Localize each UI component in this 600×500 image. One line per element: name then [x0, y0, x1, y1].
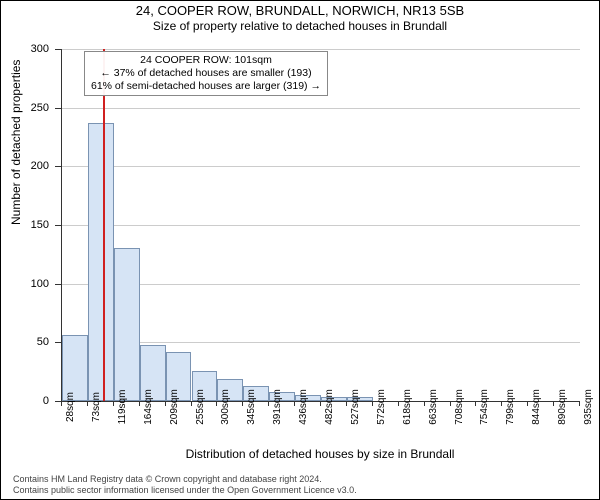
annotation-box: 24 COOPER ROW: 101sqm ← 37% of detached … — [84, 51, 328, 96]
x-tick-mark — [320, 401, 321, 406]
annotation-line1: 24 COOPER ROW: 101sqm — [91, 54, 321, 67]
gridline — [62, 108, 580, 109]
gridline — [62, 342, 580, 343]
gridline — [62, 49, 580, 50]
x-tick-mark — [139, 401, 140, 406]
x-tick-label: 300sqm — [220, 389, 231, 425]
y-tick-label: 300 — [31, 43, 49, 55]
x-tick-mark — [346, 401, 347, 406]
x-tick-mark — [294, 401, 295, 406]
marker-line — [103, 49, 105, 401]
annotation-line3: 61% of semi-detached houses are larger (… — [91, 80, 321, 93]
x-tick-mark — [113, 401, 114, 406]
x-tick-mark — [87, 401, 88, 406]
title-block: 24, COOPER ROW, BRUNDALL, NORWICH, NR13 … — [1, 3, 599, 33]
x-tick-mark — [475, 401, 476, 406]
x-tick-mark — [501, 401, 502, 406]
title-address: 24, COOPER ROW, BRUNDALL, NORWICH, NR13 … — [1, 3, 599, 18]
x-tick-mark — [165, 401, 166, 406]
x-tick-label: 73sqm — [91, 392, 102, 422]
x-tick-label: 754sqm — [479, 389, 490, 425]
x-axis-label: Distribution of detached houses by size … — [61, 447, 579, 461]
x-tick-label: 935sqm — [583, 389, 594, 425]
footer-line1: Contains HM Land Registry data © Crown c… — [13, 474, 357, 484]
x-tick-mark — [216, 401, 217, 406]
x-tick-label: 255sqm — [195, 389, 206, 425]
x-tick-label: 799sqm — [505, 389, 516, 425]
x-tick-mark — [553, 401, 554, 406]
footer-line2: Contains public sector information licen… — [13, 485, 357, 495]
y-tick-label: 250 — [31, 102, 49, 114]
gridline — [62, 166, 580, 167]
x-tick-label: 164sqm — [143, 389, 154, 425]
y-tick-label: 100 — [31, 278, 49, 290]
x-tick-mark — [191, 401, 192, 406]
x-tick-label: 436sqm — [298, 389, 309, 425]
y-tick-label: 0 — [43, 395, 49, 407]
x-tick-mark — [579, 401, 580, 406]
x-tick-label: 527sqm — [350, 389, 361, 425]
x-tick-label: 28sqm — [65, 392, 76, 422]
x-tick-label: 618sqm — [402, 389, 413, 425]
title-subtitle: Size of property relative to detached ho… — [1, 19, 599, 33]
x-tick-label: 890sqm — [557, 389, 568, 425]
x-tick-mark — [372, 401, 373, 406]
x-tick-label: 209sqm — [169, 389, 180, 425]
x-tick-label: 345sqm — [246, 389, 257, 425]
gridline — [62, 284, 580, 285]
x-tick-label: 119sqm — [117, 390, 128, 425]
x-tick-mark — [527, 401, 528, 406]
x-tick-mark — [450, 401, 451, 406]
x-tick-label: 482sqm — [324, 389, 335, 425]
y-tick-label: 50 — [37, 336, 49, 348]
x-tick-mark — [424, 401, 425, 406]
x-tick-label: 572sqm — [376, 389, 387, 425]
x-tick-label: 708sqm — [454, 389, 465, 425]
gridline — [62, 225, 580, 226]
x-tick-label: 663sqm — [428, 389, 439, 425]
chart-container: 24, COOPER ROW, BRUNDALL, NORWICH, NR13 … — [0, 0, 600, 500]
annotation-line2: ← 37% of detached houses are smaller (19… — [91, 67, 321, 80]
x-tick-mark — [61, 401, 62, 406]
x-tick-mark — [398, 401, 399, 406]
y-tick-label: 150 — [31, 219, 49, 231]
histogram-bar — [114, 248, 140, 401]
histogram-bar — [88, 123, 114, 401]
y-ticks: 050100150200250300 — [1, 49, 55, 401]
x-tick-label: 844sqm — [531, 389, 542, 425]
plot-area: 24 COOPER ROW: 101sqm ← 37% of detached … — [61, 49, 580, 402]
x-tick-mark — [242, 401, 243, 406]
x-tick-label: 391sqm — [272, 389, 283, 425]
x-tick-mark — [268, 401, 269, 406]
y-tick-label: 200 — [31, 160, 49, 172]
footer-attribution: Contains HM Land Registry data © Crown c… — [13, 474, 357, 495]
